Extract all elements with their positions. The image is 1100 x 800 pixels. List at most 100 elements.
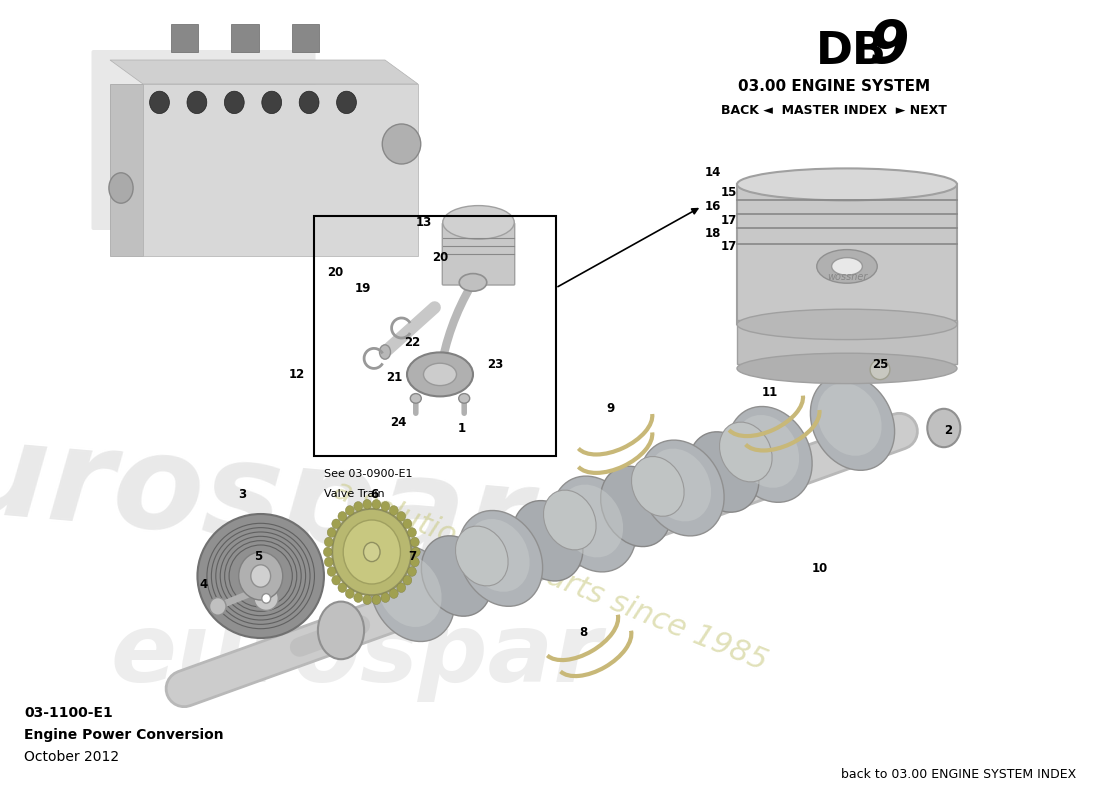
Ellipse shape <box>442 206 515 239</box>
Ellipse shape <box>389 589 398 598</box>
Ellipse shape <box>403 519 411 529</box>
FancyArrowPatch shape <box>184 431 900 689</box>
Text: 21: 21 <box>386 371 402 384</box>
Text: 25: 25 <box>872 358 888 370</box>
Text: 7: 7 <box>408 550 417 562</box>
Polygon shape <box>110 84 143 256</box>
Bar <box>737 184 957 325</box>
Ellipse shape <box>927 409 960 447</box>
Text: 19: 19 <box>355 282 371 294</box>
Text: back to 03.00 ENGINE SYSTEM INDEX: back to 03.00 ENGINE SYSTEM INDEX <box>840 768 1076 781</box>
Ellipse shape <box>559 485 623 558</box>
Text: 3: 3 <box>238 488 246 501</box>
FancyArrowPatch shape <box>299 625 361 647</box>
Text: 20: 20 <box>432 251 448 264</box>
Ellipse shape <box>372 595 381 605</box>
Ellipse shape <box>410 538 419 547</box>
Ellipse shape <box>262 91 282 114</box>
Ellipse shape <box>403 575 411 585</box>
Ellipse shape <box>640 440 724 536</box>
Ellipse shape <box>543 490 596 550</box>
Text: 24: 24 <box>390 416 406 429</box>
Ellipse shape <box>407 352 473 397</box>
Ellipse shape <box>410 394 421 403</box>
Ellipse shape <box>870 360 890 380</box>
FancyBboxPatch shape <box>91 50 316 230</box>
Ellipse shape <box>513 501 583 581</box>
Ellipse shape <box>397 511 406 521</box>
Ellipse shape <box>737 354 957 383</box>
Ellipse shape <box>737 309 957 339</box>
Ellipse shape <box>209 598 227 615</box>
Ellipse shape <box>327 528 336 538</box>
Ellipse shape <box>389 506 398 515</box>
Ellipse shape <box>735 415 799 488</box>
Ellipse shape <box>323 547 332 557</box>
Text: a solution for parts since 1985: a solution for parts since 1985 <box>329 475 771 677</box>
Ellipse shape <box>363 542 381 562</box>
Ellipse shape <box>421 536 492 616</box>
Ellipse shape <box>817 383 881 456</box>
Text: 22: 22 <box>405 336 420 349</box>
Ellipse shape <box>408 528 417 538</box>
Text: eurospar: eurospar <box>0 404 536 588</box>
Ellipse shape <box>381 593 389 602</box>
Ellipse shape <box>239 552 283 600</box>
Ellipse shape <box>345 506 354 515</box>
Ellipse shape <box>601 466 671 546</box>
Ellipse shape <box>459 510 542 606</box>
Ellipse shape <box>338 511 346 521</box>
Text: 20: 20 <box>328 266 343 278</box>
Text: See 03-0900-E1: See 03-0900-E1 <box>324 470 412 479</box>
Text: 4: 4 <box>199 578 208 590</box>
Ellipse shape <box>254 586 278 610</box>
Ellipse shape <box>150 91 169 114</box>
Bar <box>314 216 556 456</box>
Text: eurospar: eurospar <box>110 610 602 702</box>
Ellipse shape <box>109 173 133 203</box>
Ellipse shape <box>383 124 420 164</box>
Ellipse shape <box>262 594 271 603</box>
FancyArrowPatch shape <box>440 285 472 372</box>
Text: 9: 9 <box>869 18 910 75</box>
Text: 2: 2 <box>944 424 953 437</box>
Text: Valve Train: Valve Train <box>324 490 385 499</box>
Ellipse shape <box>377 554 441 627</box>
Text: 03-1100-E1: 03-1100-E1 <box>24 706 113 720</box>
Ellipse shape <box>198 514 323 638</box>
Text: 17: 17 <box>722 214 737 226</box>
Ellipse shape <box>318 602 364 659</box>
Ellipse shape <box>324 557 333 566</box>
Polygon shape <box>110 60 418 84</box>
Bar <box>292 24 319 52</box>
Ellipse shape <box>719 422 772 482</box>
Ellipse shape <box>379 345 390 359</box>
Ellipse shape <box>345 589 354 598</box>
Text: 11: 11 <box>762 386 778 398</box>
Ellipse shape <box>371 546 454 642</box>
Ellipse shape <box>410 557 419 566</box>
Ellipse shape <box>337 91 356 114</box>
Text: 9: 9 <box>606 402 615 414</box>
Ellipse shape <box>647 449 711 522</box>
Text: 03.00 ENGINE SYSTEM: 03.00 ENGINE SYSTEM <box>738 79 930 94</box>
Bar <box>170 24 198 52</box>
FancyArrowPatch shape <box>387 307 434 350</box>
Text: 10: 10 <box>812 562 827 574</box>
Ellipse shape <box>324 538 333 547</box>
Ellipse shape <box>251 565 271 587</box>
Text: 13: 13 <box>416 216 431 229</box>
Ellipse shape <box>343 520 400 584</box>
FancyArrowPatch shape <box>184 431 900 689</box>
Text: 16: 16 <box>705 200 720 213</box>
Text: 14: 14 <box>705 166 720 178</box>
Ellipse shape <box>832 258 862 275</box>
Text: BACK ◄  MASTER INDEX  ► NEXT: BACK ◄ MASTER INDEX ► NEXT <box>720 104 947 117</box>
Ellipse shape <box>187 91 207 114</box>
Text: 15: 15 <box>722 186 737 198</box>
Ellipse shape <box>737 168 957 200</box>
Text: 1: 1 <box>458 422 466 434</box>
Ellipse shape <box>631 457 684 516</box>
Text: October 2012: October 2012 <box>24 750 119 765</box>
Polygon shape <box>143 84 418 256</box>
